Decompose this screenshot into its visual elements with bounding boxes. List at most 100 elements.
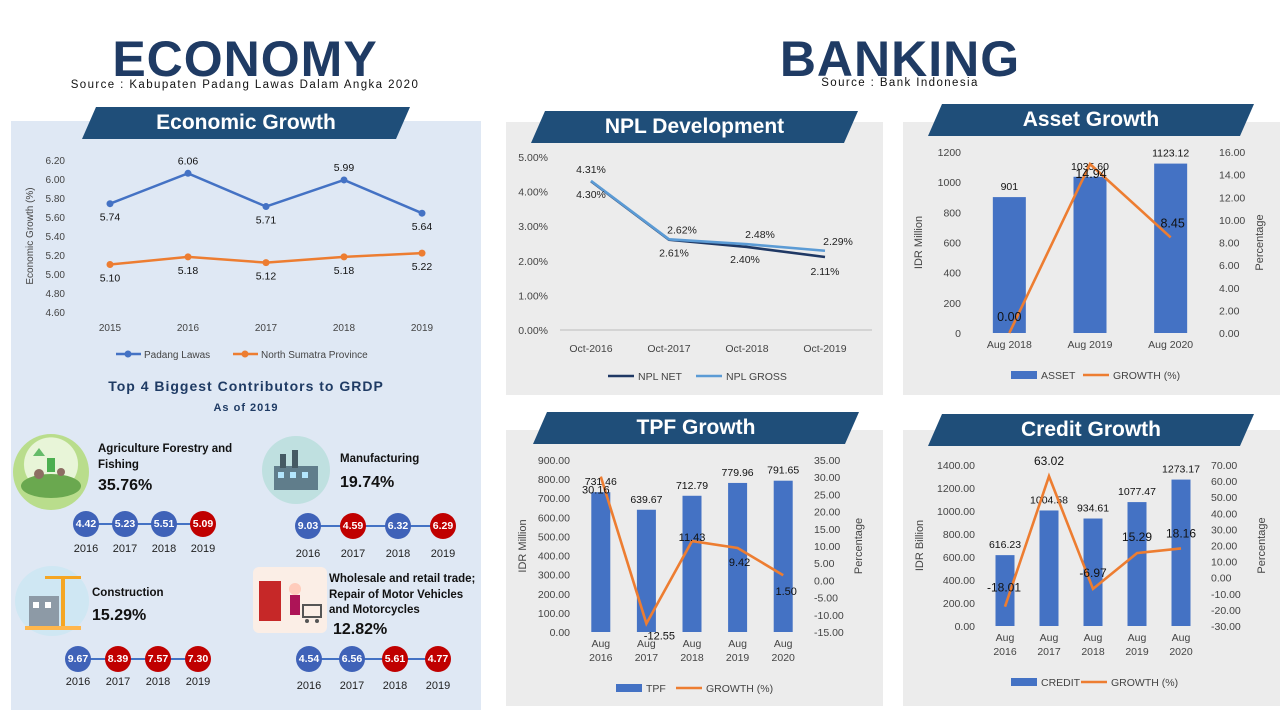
- contributors-subtitle: As of 2019: [213, 402, 279, 414]
- shopping-icon: [253, 567, 327, 633]
- y2-tick-label: 30.00: [814, 472, 840, 484]
- x-tick-label: Aug 2018: [987, 339, 1032, 351]
- y2-tick-label: 35.00: [814, 455, 840, 467]
- bar: [1127, 502, 1147, 626]
- trend-year-label: 2019: [425, 680, 451, 692]
- y2-tick-label: 16.00: [1219, 147, 1245, 159]
- trend-year-label: 2016: [295, 548, 321, 560]
- y-tick-label: 1.00%: [518, 290, 548, 302]
- y-axis-label: IDR Million: [517, 519, 529, 572]
- data-label: 4.31%: [576, 164, 606, 176]
- y2-tick-label: 10.00: [1211, 557, 1237, 569]
- trend-connector: [78, 658, 198, 660]
- y2-tick-label: -10.00: [814, 610, 844, 622]
- y2-tick-label: 60.00: [1211, 476, 1237, 488]
- trend-value-dot: 8.39: [105, 646, 131, 672]
- trend-year-label: 2016: [296, 680, 322, 692]
- x-tick-label: 2017: [635, 652, 659, 664]
- bar-value-label: 731.46: [585, 476, 617, 488]
- legend-label: TPF: [646, 683, 666, 695]
- bar: [728, 482, 748, 632]
- x-tick-label: 2016: [177, 323, 200, 334]
- factory-icon: [262, 436, 330, 504]
- x-tick-label: Aug 2020: [1148, 339, 1193, 351]
- data-label: 2.29%: [823, 236, 853, 248]
- data-point: [418, 249, 426, 257]
- y-tick-label: 500.00: [538, 531, 570, 543]
- bar: [1039, 510, 1059, 626]
- credit-chart: 0.00 200.00 400.00 600.00 800.00 1000.00 1200.…: [914, 454, 1268, 689]
- data-label: 5.74: [100, 212, 121, 224]
- x-tick-label: 2019: [726, 652, 750, 664]
- y-tick-label: 600: [943, 238, 961, 250]
- trend-value-dot: 5.23: [112, 511, 138, 537]
- growth-value-label: 9.42: [729, 557, 750, 569]
- y-tick-label: 5.80: [46, 194, 66, 205]
- data-point: [340, 176, 348, 184]
- y-axis-label: Economic Growth (%): [25, 187, 36, 284]
- banking-source: Source : Bank Indonesia: [821, 77, 979, 89]
- data-label: 5.22: [412, 261, 433, 273]
- sector-name-trade: Wholesale and retail trade; Repair of Mo…: [329, 573, 476, 617]
- y-tick-label: 400.00: [538, 551, 570, 563]
- y2-tick-label: -10.00: [1211, 589, 1241, 601]
- y2-tick-label: 0.00: [1211, 573, 1232, 585]
- y-tick-label: 4.60: [46, 308, 66, 319]
- data-point: [262, 203, 270, 211]
- economy-source: Source : Kabupaten Padang Lawas Dalam An…: [70, 79, 420, 91]
- y-tick-label: 0.00: [550, 627, 571, 639]
- y2-tick-label: -30.00: [1211, 621, 1241, 633]
- x-tick-label: Aug: [637, 638, 656, 650]
- x-tick-label: Aug: [591, 638, 610, 650]
- y-tick-label: 0.00: [955, 621, 976, 633]
- growth-value-label: 30.16: [582, 485, 610, 497]
- x-tick-label: 2016: [993, 646, 1017, 658]
- data-label: 2.11%: [811, 266, 840, 278]
- y2-tick-label: 14.00: [1219, 170, 1245, 182]
- bar: [636, 509, 656, 632]
- growth-value-label: 0.00: [997, 310, 1021, 324]
- legend-swatch: [1011, 678, 1037, 686]
- bar-value-label: 791.65: [767, 465, 799, 477]
- y-tick-label: 800.00: [943, 529, 975, 541]
- trend-value-dot: 4.77: [425, 646, 451, 672]
- x-tick-label: 2018: [680, 652, 704, 664]
- legend-label: ASSET: [1041, 370, 1076, 382]
- y-tick-label: 400.00: [943, 575, 975, 587]
- data-point: [184, 253, 192, 261]
- economy-panel: [11, 121, 481, 710]
- trend-connector: [308, 525, 443, 527]
- data-label: 5.18: [334, 265, 355, 277]
- growth-value-label: -18.01: [987, 581, 1021, 595]
- x-tick-label: Aug: [1172, 632, 1191, 644]
- data-label: 5.12: [256, 271, 277, 283]
- x-tick-label: Aug: [774, 638, 793, 650]
- data-label: 2.61%: [659, 248, 689, 260]
- trend-value-dot: 5.51: [151, 511, 177, 537]
- data-label: 6.06: [178, 155, 199, 167]
- x-tick-label: 2019: [411, 323, 434, 334]
- x-tick-label: 2016: [589, 652, 613, 664]
- x-tick-label: 2017: [255, 323, 278, 334]
- trend-value-dot: 9.67: [65, 646, 91, 672]
- trend-year-label: 2017: [339, 680, 365, 692]
- y2-tick-label: 15.00: [814, 524, 840, 536]
- trend-value-dot: 4.54: [296, 646, 322, 672]
- y-tick-label: 0: [955, 328, 961, 340]
- bar-value-label: 1004.58: [1030, 494, 1068, 506]
- asset-banner: Asset Growth: [928, 104, 1254, 136]
- npl-panel: [506, 122, 883, 395]
- trend-connector: [86, 523, 203, 525]
- trend-value-dot: 4.59: [340, 513, 366, 539]
- bar-value-label: 901: [1001, 181, 1019, 193]
- trend-value-dot: 7.57: [145, 646, 171, 672]
- data-label: 5.18: [178, 265, 199, 277]
- bar-value-label: 1273.17: [1162, 464, 1200, 476]
- trend-value-dot: 5.09: [190, 511, 216, 537]
- data-point: [262, 259, 270, 267]
- y-tick-label: 6.20: [46, 156, 66, 167]
- contributors-title: Top 4 Biggest Contributors to GRDP: [108, 378, 384, 394]
- trend-value-dot: 9.03: [295, 513, 321, 539]
- y2-tick-label: 40.00: [1211, 508, 1237, 520]
- legend-label: CREDIT: [1041, 677, 1081, 689]
